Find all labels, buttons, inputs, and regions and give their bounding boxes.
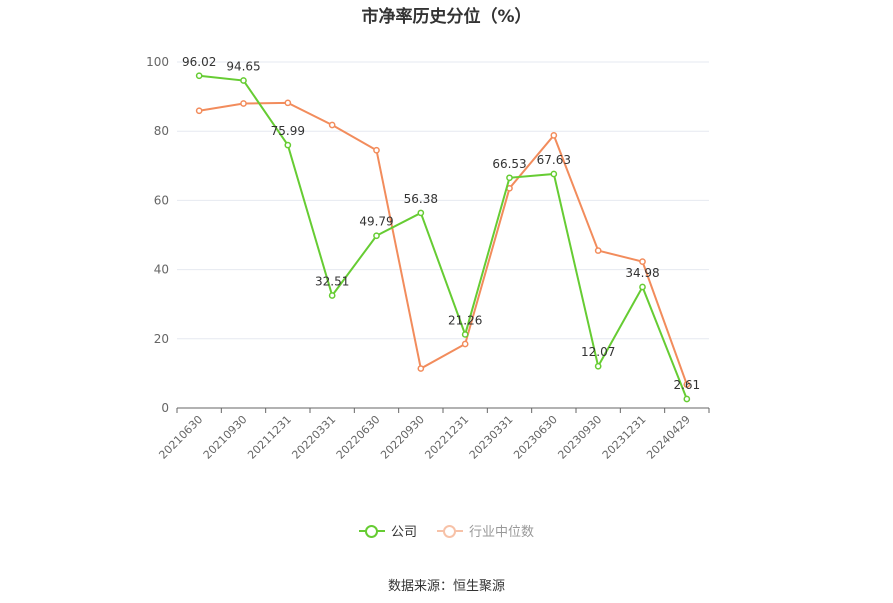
data-labels: 96.02 94.65 75.99 32.51 49.79 56.38 21.26 66.53… [182, 55, 700, 392]
data-label-company: 21.26 [448, 313, 482, 327]
data-point-company [594, 362, 602, 370]
data-label-company: 66.53 [492, 157, 526, 171]
x-axis-tick-labels: 2021063020210930202112312022033120220630… [156, 408, 710, 462]
data-point-industry [240, 100, 247, 107]
x-tick-label: 20220630 [334, 413, 383, 462]
y-tick-label: 80 [154, 124, 169, 138]
data-point-industry [195, 107, 203, 115]
y-tick-label: 100 [146, 55, 169, 69]
chart-title: 市净率历史分位（%） [361, 7, 532, 27]
series-line-company [199, 74, 688, 400]
data-label-company: 56.38 [404, 192, 438, 206]
legend-item-company[interactable]: 公司 [358, 521, 417, 540]
y-tick-label: 0 [161, 401, 169, 415]
data-point-company [328, 292, 336, 299]
data-point-industry [284, 99, 292, 107]
data-point-industry [550, 132, 558, 139]
data-point-industry [594, 247, 602, 254]
legend-label-company: 公司 [390, 525, 417, 540]
data-label-company: 49.79 [359, 215, 393, 229]
grid-lines [177, 61, 709, 340]
data-point-industry [328, 121, 336, 129]
data-label-company: 94.65 [226, 60, 260, 74]
data-point-company [195, 72, 203, 80]
x-tick-label: 20220331 [289, 413, 338, 462]
data-label-company: 75.99 [271, 124, 305, 138]
data-point-industry [639, 258, 646, 265]
series-line-industry [199, 101, 688, 385]
data-label-company: 32.51 [315, 275, 349, 289]
legend-item-industry[interactable]: 行业中位数 [437, 521, 534, 540]
x-tick-label: 20230331 [467, 413, 516, 462]
x-tick-label: 20230930 [555, 413, 604, 462]
data-label-company: 2.61 [673, 378, 700, 392]
data-point-industry [461, 340, 469, 348]
data-point-company [417, 209, 425, 217]
data-point-industry [683, 381, 691, 388]
data-label-company: 67.63 [537, 153, 571, 167]
x-tick-label: 20210930 [201, 413, 250, 462]
y-tick-label: 20 [154, 332, 169, 346]
legend-marker-industry [437, 524, 463, 538]
data-point-company [284, 141, 292, 149]
legend-label-industry: 行业中位数 [469, 525, 535, 540]
data-point-company [506, 174, 513, 182]
data-label-company: 96.02 [182, 55, 216, 69]
x-tick-label: 20210630 [156, 413, 205, 462]
y-axis-tick-labels: 0 20 40 60 80 100 [146, 55, 169, 415]
legend-marker-company [358, 524, 385, 538]
series-group [195, 72, 691, 403]
x-tick-label: 20240429 [644, 413, 693, 462]
y-tick-label: 40 [154, 263, 169, 277]
x-tick-label: 20230630 [511, 413, 560, 462]
data-point-company [639, 283, 646, 291]
legend: 公司 行业中位数 [0, 521, 893, 540]
x-tick-label: 20220930 [378, 413, 427, 462]
x-tick-label: 20211231 [245, 413, 294, 462]
x-tick-label: 20231231 [600, 413, 649, 462]
data-point-industry [417, 365, 425, 372]
data-point-company [683, 395, 691, 403]
data-source-note: 数据来源：恒生聚源 [387, 579, 505, 594]
data-point-company [373, 232, 380, 240]
data-label-company: 34.98 [625, 266, 659, 280]
data-point-company [550, 170, 558, 178]
y-tick-label: 60 [154, 193, 169, 207]
data-point-company [240, 77, 247, 84]
x-tick-label: 20221231 [422, 413, 471, 462]
data-point-industry [373, 146, 380, 154]
data-point-company [461, 331, 469, 338]
data-label-company: 12.07 [581, 345, 615, 359]
